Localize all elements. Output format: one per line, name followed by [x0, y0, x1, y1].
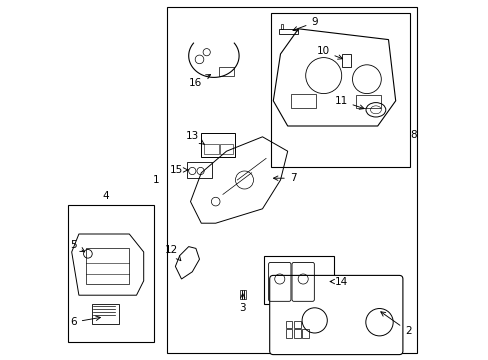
Bar — [242, 290, 244, 299]
Text: 8: 8 — [409, 130, 416, 140]
Text: 12: 12 — [165, 245, 181, 261]
Bar — [91, 304, 118, 324]
Text: 10: 10 — [316, 46, 342, 59]
Bar — [201, 133, 235, 157]
Bar — [341, 54, 350, 67]
Text: 14: 14 — [329, 276, 347, 287]
Text: 3: 3 — [239, 294, 245, 313]
Text: 4: 4 — [102, 191, 109, 201]
Bar — [240, 290, 241, 299]
Text: 7: 7 — [273, 173, 296, 183]
Bar — [355, 95, 381, 108]
Bar — [285, 321, 292, 328]
FancyBboxPatch shape — [269, 275, 402, 355]
Text: 11: 11 — [334, 96, 363, 109]
Text: 16: 16 — [189, 75, 210, 88]
Bar — [86, 248, 129, 284]
Bar — [302, 329, 308, 338]
Bar — [204, 144, 218, 154]
Bar — [294, 329, 300, 338]
Text: 2: 2 — [380, 312, 411, 336]
Bar — [271, 13, 409, 167]
Bar — [186, 162, 212, 178]
Bar — [68, 205, 154, 342]
Text: 5: 5 — [70, 240, 84, 252]
Bar — [285, 329, 292, 338]
Bar — [167, 7, 416, 353]
Bar — [291, 94, 316, 108]
Bar — [264, 256, 334, 304]
Text: 9: 9 — [292, 17, 317, 31]
Bar — [294, 321, 300, 328]
Bar — [244, 290, 245, 299]
Bar — [280, 24, 283, 29]
Text: 6: 6 — [70, 316, 100, 327]
Text: 15: 15 — [169, 165, 188, 175]
Bar — [220, 144, 232, 154]
Bar — [278, 29, 298, 34]
Text: 1: 1 — [153, 175, 160, 185]
Text: 13: 13 — [185, 131, 204, 144]
Bar — [219, 67, 233, 76]
